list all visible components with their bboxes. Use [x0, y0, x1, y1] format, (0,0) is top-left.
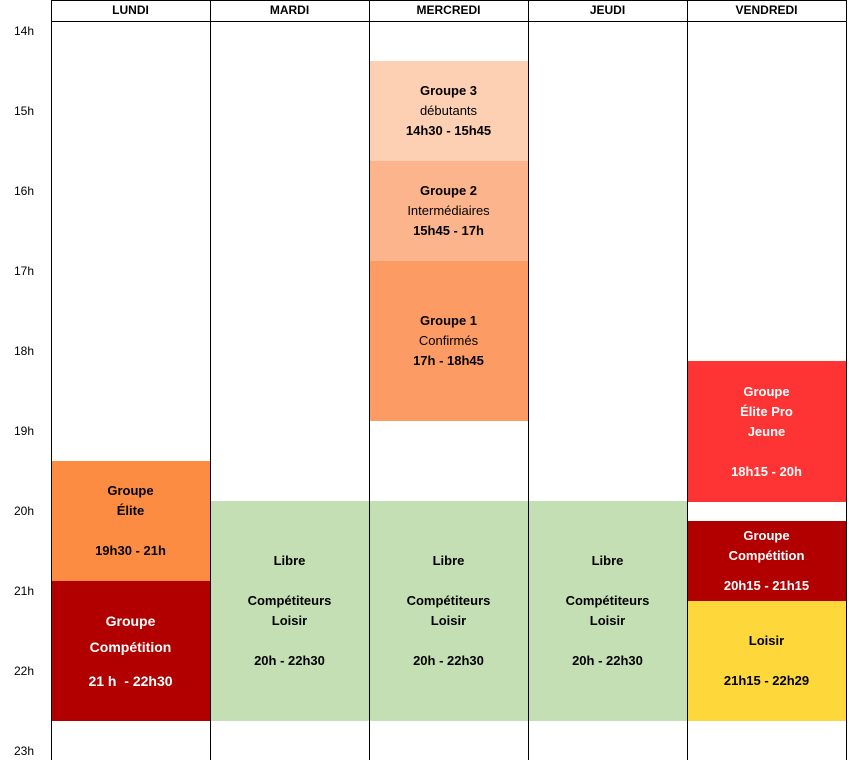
- hour-label-15h: 15h: [14, 104, 35, 118]
- column-divider: [687, 0, 688, 760]
- hour-label-17h: 17h: [14, 264, 35, 278]
- hour-label-16h: 16h: [14, 184, 35, 198]
- column-divider: [51, 0, 52, 760]
- event-title: Libre: [432, 553, 465, 568]
- column-divider: [528, 0, 529, 760]
- event-subtitle: débutants: [419, 103, 478, 118]
- event-title: Groupe: [743, 528, 790, 543]
- event-time: 20h - 22h30: [254, 653, 325, 668]
- event-lundi-groupe-competition[interactable]: Groupe Compétition 21 h - 22h30: [51, 581, 210, 721]
- event-subtitle: Élite: [116, 503, 145, 518]
- event-mercredi-libre[interactable]: Libre Compétiteurs Loisir 20h - 22h30: [369, 501, 528, 721]
- hour-label-18h: 18h: [14, 344, 35, 358]
- column-divider: [369, 0, 370, 760]
- event-subtitle: Compétiteurs: [565, 593, 650, 608]
- hour-label-19h: 19h: [14, 424, 35, 438]
- event-title: Libre: [591, 553, 624, 568]
- hour-label-14h: 14h: [14, 24, 35, 38]
- event-subtitle-2: Loisir: [589, 613, 626, 628]
- event-time: 15h45 - 17h: [413, 223, 484, 238]
- event-subtitle-2: Jeune: [747, 423, 786, 439]
- day-header-mercredi: MERCREDI: [416, 3, 481, 17]
- event-title: Groupe 3: [419, 83, 478, 98]
- event-mercredi-groupe-2[interactable]: Groupe 2 Intermédiaires 15h45 - 17h: [369, 161, 528, 261]
- event-time: 20h - 22h30: [572, 653, 643, 668]
- column-divider: [846, 0, 847, 760]
- event-time: 18h15 - 20h: [731, 463, 802, 479]
- event-title: Groupe 2: [419, 183, 478, 198]
- event-subtitle-2: Loisir: [271, 613, 308, 628]
- event-vendredi-loisir[interactable]: Loisir 21h15 - 22h29: [687, 601, 846, 721]
- event-subtitle: Compétiteurs: [247, 593, 332, 608]
- hour-label-21h: 21h: [14, 584, 35, 598]
- event-vendredi-groupe-elite-pro[interactable]: Groupe Élite Pro Jeune 18h15 - 20h: [687, 361, 846, 502]
- event-time: 20h15 - 21h15: [723, 578, 810, 593]
- event-time: 19h30 - 21h: [95, 543, 166, 558]
- event-lundi-groupe-elite[interactable]: Groupe Élite 19h30 - 21h: [51, 461, 210, 581]
- event-time: 17h - 18h45: [413, 353, 484, 368]
- event-subtitle: Intermédiaires: [407, 203, 490, 218]
- hour-label-23h: 23h: [14, 744, 35, 758]
- event-time: 20h - 22h30: [413, 653, 484, 668]
- header-top-border: [51, 0, 847, 1]
- event-title: Groupe: [105, 613, 156, 629]
- event-title: Libre: [273, 553, 306, 568]
- event-vendredi-groupe-competition[interactable]: Groupe Compétition 20h15 - 21h15: [687, 521, 846, 601]
- day-header-vendredi: VENDREDI: [735, 3, 798, 17]
- event-mercredi-groupe-3[interactable]: Groupe 3 débutants 14h30 - 15h45: [369, 61, 528, 161]
- event-mardi-libre[interactable]: Libre Compétiteurs Loisir 20h - 22h30: [210, 501, 369, 721]
- header-bottom-border: [51, 21, 847, 22]
- event-subtitle: Confirmés: [418, 333, 479, 348]
- event-title: Groupe: [107, 483, 154, 498]
- event-time: 21 h - 22h30: [88, 673, 173, 689]
- event-subtitle-2: Loisir: [430, 613, 467, 628]
- event-title: Groupe: [743, 383, 790, 399]
- event-title: Loisir: [748, 633, 785, 648]
- day-header-mardi: MARDI: [269, 3, 310, 17]
- event-subtitle: Compétition: [728, 548, 805, 563]
- event-title: Groupe 1: [419, 313, 478, 328]
- event-mercredi-groupe-1[interactable]: Groupe 1 Confirmés 17h - 18h45: [369, 261, 528, 421]
- event-time: 21h15 - 22h29: [723, 673, 810, 688]
- event-subtitle: Compétition: [89, 639, 172, 655]
- event-time: 14h30 - 15h45: [405, 123, 492, 138]
- column-divider: [210, 0, 211, 760]
- hour-label-22h: 22h: [14, 664, 35, 678]
- hour-label-20h: 20h: [14, 504, 35, 518]
- event-subtitle: Compétiteurs: [406, 593, 491, 608]
- day-header-jeudi: JEUDI: [589, 3, 626, 17]
- event-subtitle: Élite Pro: [740, 403, 793, 419]
- event-jeudi-libre[interactable]: Libre Compétiteurs Loisir 20h - 22h30: [528, 501, 687, 721]
- day-header-lundi: LUNDI: [112, 3, 149, 17]
